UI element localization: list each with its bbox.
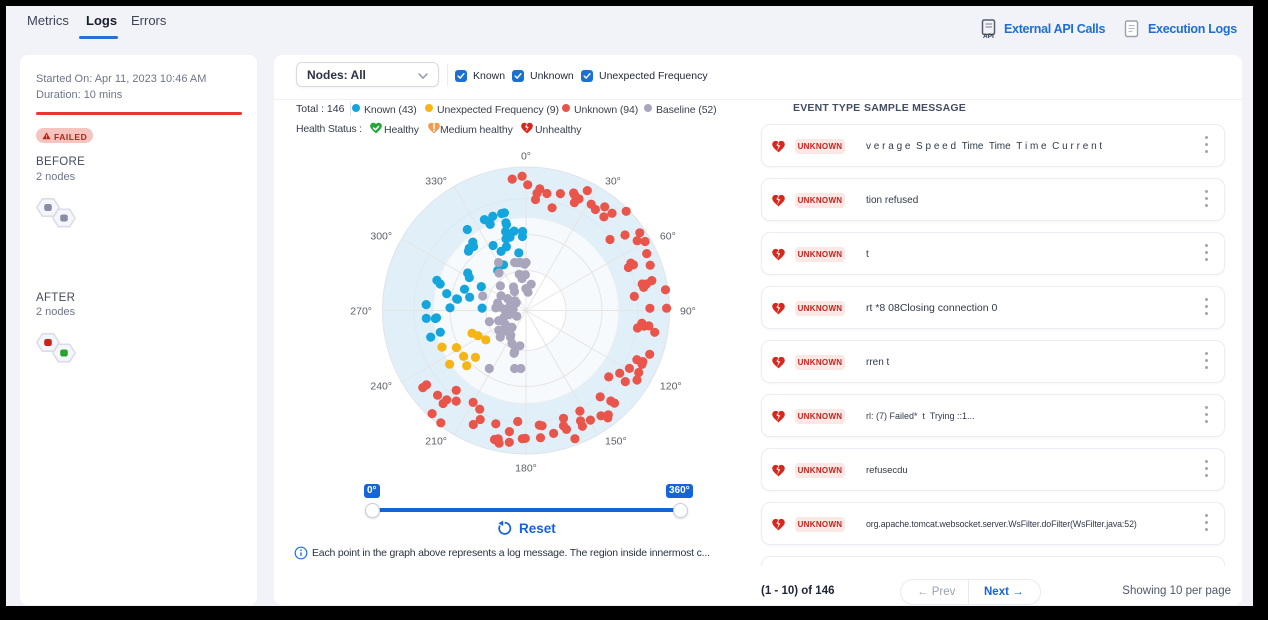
svg-text:0°: 0° [521,151,531,163]
svg-text:120°: 120° [660,381,682,393]
svg-text:240°: 240° [370,381,392,393]
svg-text:API: API [983,33,994,39]
svg-text:60°: 60° [660,231,676,243]
svg-text:150°: 150° [605,435,627,447]
svg-text:300°: 300° [370,231,392,243]
svg-text:180°: 180° [515,463,537,475]
svg-text:30°: 30° [605,176,621,188]
svg-text:330°: 330° [425,176,447,188]
svg-text:270°: 270° [350,306,372,318]
svg-text:210°: 210° [425,435,447,447]
svg-text:90°: 90° [680,306,696,318]
